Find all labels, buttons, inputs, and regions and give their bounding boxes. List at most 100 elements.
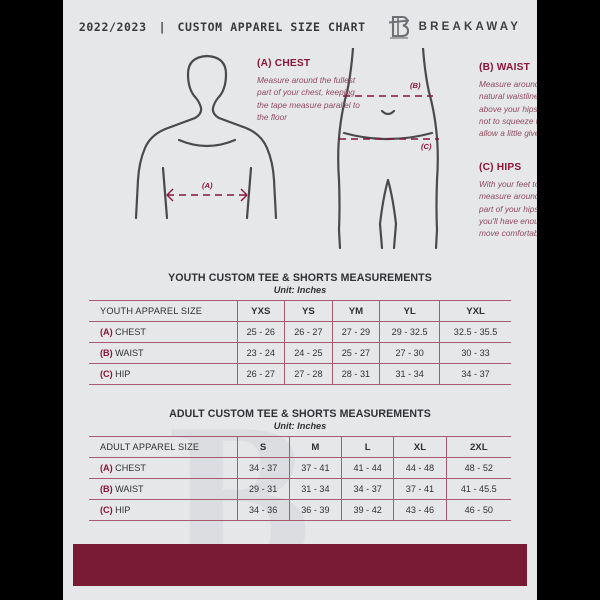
youth-row-label: (C) HIP [89, 363, 237, 385]
adult-row-name: WAIST [115, 484, 144, 494]
table-row: (C) HIP 26 - 27 27 - 28 28 - 31 31 - 34 … [89, 363, 511, 385]
youth-cell: 32.5 - 35.5 [439, 321, 511, 343]
youth-column-header: YXL [439, 300, 511, 322]
header-separator: | [158, 20, 166, 34]
callout-waist-heading: (B) WAIST [479, 62, 531, 73]
adult-cell: 31 - 34 [288, 478, 342, 500]
brand-name: BREAKAWAY [418, 21, 522, 33]
youth-cell: 25 - 27 [331, 342, 380, 364]
adult-row-marker: (A) [100, 463, 113, 473]
youth-row-name: WAIST [115, 348, 144, 358]
adult-column-header: L [341, 436, 394, 458]
youth-cell: 28 - 31 [331, 363, 380, 385]
chest-measure-line [166, 188, 248, 202]
adult-column-header: S [236, 436, 290, 458]
waist-marker-label: (B) [410, 81, 421, 90]
youth-cell: 25 - 26 [236, 321, 285, 343]
adult-cell: 37 - 41 [288, 457, 342, 479]
youth-size-label: YOUTH APPAREL SIZE [89, 300, 237, 322]
adult-cell: 46 - 50 [445, 499, 511, 521]
adult-row-label: (C) HIP [89, 499, 237, 521]
brand-logo: BREAKAWAY [387, 14, 522, 40]
adult-cell: 36 - 39 [288, 499, 342, 521]
youth-cell: 27 - 29 [331, 321, 380, 343]
youth-row-label: (B) WAIST [89, 342, 237, 364]
adult-cell: 41 - 44 [341, 457, 394, 479]
adult-column-header: XL [393, 436, 447, 458]
youth-cell: 29 - 32.5 [379, 321, 440, 343]
table-row: (B) WAIST 29 - 31 31 - 34 34 - 37 37 - 4… [89, 478, 511, 500]
callout-chest-heading: (A) CHEST [257, 58, 311, 69]
youth-column-header: YM [331, 300, 380, 322]
adult-cell: 29 - 31 [236, 478, 290, 500]
adult-row-name: CHEST [115, 463, 146, 473]
adult-row-marker: (C) [100, 505, 113, 515]
callout-chest-body: Measure around the fullest part of your … [257, 75, 360, 122]
youth-measurements-table: YOUTH APPAREL SIZE YXS YS YM YL YXL (A) … [89, 300, 511, 385]
youth-cell: 27 - 30 [379, 342, 440, 364]
adult-size-label: ADULT APPAREL SIZE [89, 436, 237, 458]
youth-cell: 34 - 37 [439, 363, 511, 385]
youth-row-marker: (A) [100, 327, 113, 337]
youth-column-header: YL [379, 300, 440, 322]
youth-row-marker: (B) [100, 348, 113, 358]
adult-column-header: 2XL [445, 436, 511, 458]
youth-table-unit: Unit: Inches [273, 285, 327, 295]
youth-cell: 31 - 34 [379, 363, 440, 385]
adult-measurements-table: ADULT APPAREL SIZE S M L XL 2XL (A) CHES… [89, 436, 511, 521]
body-figures [134, 48, 439, 250]
youth-cell: 27 - 28 [284, 363, 333, 385]
youth-cell: 26 - 27 [236, 363, 285, 385]
adult-row-label: (A) CHEST [89, 457, 237, 479]
youth-cell: 26 - 27 [284, 321, 333, 343]
adult-cell: 34 - 37 [341, 478, 394, 500]
header-season: 2022/2023 [78, 20, 147, 34]
hips-figure [337, 48, 439, 250]
chest-marker-label: (A) [202, 181, 213, 190]
table-header-row: ADULT APPAREL SIZE S M L XL 2XL [89, 436, 511, 458]
adult-row-name: HIP [115, 505, 131, 515]
youth-table-title: YOUTH CUSTOM TEE & SHORTS MEASUREMENTS [168, 272, 432, 284]
callout-waist: (B) WAIST Measure around your natural wa… [479, 62, 537, 139]
table-row: (C) HIP 34 - 36 36 - 39 39 - 42 43 - 46 … [89, 499, 511, 521]
adult-column-header: M [288, 436, 342, 458]
youth-row-label: (A) CHEST [89, 321, 237, 343]
youth-cell: 24 - 25 [284, 342, 333, 364]
adult-row-label: (B) WAIST [89, 478, 237, 500]
adult-cell: 48 - 52 [445, 457, 511, 479]
youth-column-header: YS [284, 300, 333, 322]
table-row: (A) CHEST 25 - 26 26 - 27 27 - 29 29 - 3… [89, 321, 511, 343]
youth-measurements-section: YOUTH CUSTOM TEE & SHORTS MEASUREMENTS U… [89, 272, 511, 385]
table-header-row: YOUTH APPAREL SIZE YXS YS YM YL YXL [89, 300, 511, 322]
youth-row-name: CHEST [115, 327, 146, 337]
callout-hips-heading: (C) HIPS [479, 162, 522, 173]
adult-cell: 34 - 36 [236, 499, 290, 521]
adult-measurements-section: ADULT CUSTOM TEE & SHORTS MEASUREMENTS U… [89, 408, 511, 521]
page-title: CUSTOM APPAREL SIZE CHART [177, 20, 366, 34]
size-chart-page: B 2022/2023 | CUSTOM APPAREL SIZE CHART … [63, 0, 537, 600]
youth-cell: 30 - 33 [439, 342, 511, 364]
table-row: (B) WAIST 23 - 24 24 - 25 25 - 27 27 - 3… [89, 342, 511, 364]
adult-cell: 34 - 37 [236, 457, 290, 479]
callout-hips-body: With your feet together, measure around … [479, 179, 537, 239]
adult-cell: 44 - 48 [393, 457, 447, 479]
table-row: (A) CHEST 34 - 37 37 - 41 41 - 44 44 - 4… [89, 457, 511, 479]
callout-chest: (A) CHEST Measure around the fullest par… [257, 58, 367, 123]
torso-figure [134, 54, 278, 220]
hips-marker-label: (C) [421, 142, 432, 151]
callout-waist-body: Measure around your natural waistline – … [479, 79, 537, 139]
footer-band [73, 544, 527, 586]
breakaway-b-monogram-icon [388, 15, 409, 39]
adult-cell: 39 - 42 [341, 499, 394, 521]
youth-column-header: YXS [236, 300, 285, 322]
adult-row-marker: (B) [100, 484, 113, 494]
adult-table-unit: Unit: Inches [273, 421, 327, 431]
measurement-diagram: (A) (B) (C) (A) CHEST Measure around the… [63, 48, 537, 270]
youth-cell: 23 - 24 [236, 342, 285, 364]
adult-cell: 41 - 45.5 [445, 478, 511, 500]
callout-hips: (C) HIPS With your feet together, measur… [479, 162, 537, 239]
adult-cell: 37 - 41 [393, 478, 447, 500]
adult-table-title: ADULT CUSTOM TEE & SHORTS MEASUREMENTS [169, 408, 431, 420]
page-header: 2022/2023 | CUSTOM APPAREL SIZE CHART BR… [63, 0, 537, 54]
